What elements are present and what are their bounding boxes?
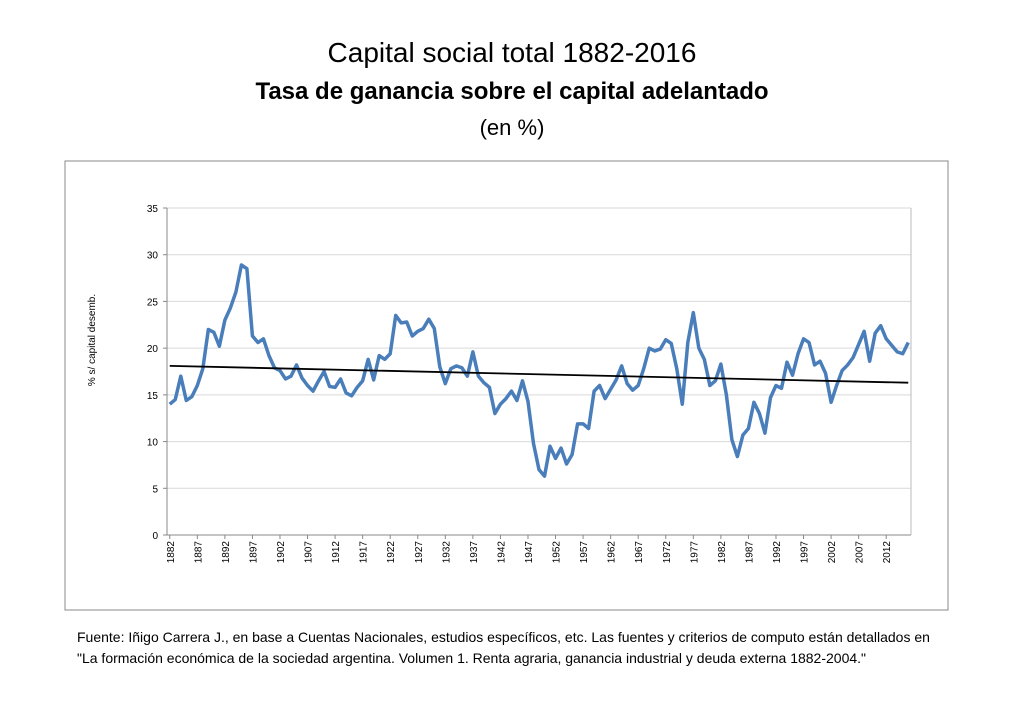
chart-frame xyxy=(64,160,949,611)
x-tick-label: 1947 xyxy=(524,541,535,564)
x-tick-label: 1952 xyxy=(552,541,563,564)
x-tick-label: 1997 xyxy=(800,541,811,564)
x-tick-label: 1892 xyxy=(221,541,232,564)
x-tick-label: 1882 xyxy=(166,541,177,564)
data-line xyxy=(168,263,910,478)
trend-line xyxy=(169,364,909,384)
y-tick-label: 25 xyxy=(147,297,159,308)
x-tick-label: 1932 xyxy=(441,541,452,564)
y-axis-label: % s/ capital desemb. xyxy=(87,294,98,386)
y-tick-label: 5 xyxy=(152,484,158,495)
x-tick-label: 1972 xyxy=(662,541,673,564)
x-tick-label: 1912 xyxy=(331,541,342,564)
y-tick-label: 20 xyxy=(147,344,159,355)
x-tick-label: 1922 xyxy=(386,541,397,564)
x-tick-label: 1927 xyxy=(414,541,425,564)
y-tick-label: 10 xyxy=(147,438,159,449)
x-tick-label: 1917 xyxy=(359,541,370,564)
x-tick-label: 1887 xyxy=(193,541,204,564)
x-tick-label: 2012 xyxy=(882,541,893,564)
x-tick-label: 2007 xyxy=(855,541,866,564)
source-line: Fuente: Iñigo Carrera J., en base a Cuen… xyxy=(77,629,930,645)
x-tick-label: 1957 xyxy=(579,541,590,564)
chart-title: Capital social total 1882-2016 xyxy=(328,37,697,68)
x-tick-label: 1977 xyxy=(689,541,700,564)
chart-subtitle: Tasa de ganancia sobre el capital adelan… xyxy=(255,78,768,105)
source-line: "La formación económica de la sociedad a… xyxy=(77,650,866,666)
y-tick-label: 30 xyxy=(147,251,159,262)
x-tick-label: 2002 xyxy=(827,541,838,564)
y-tick-label: 15 xyxy=(147,391,159,402)
x-tick-label: 1987 xyxy=(744,541,755,564)
x-tick-label: 1967 xyxy=(634,541,645,564)
x-tick-label: 1942 xyxy=(496,541,507,564)
unit-note: (en %) xyxy=(480,115,545,140)
x-tick-label: 1907 xyxy=(304,541,315,564)
x-tick-label: 1937 xyxy=(469,541,480,564)
x-tick-label: 1992 xyxy=(772,541,783,564)
y-tick-label: 0 xyxy=(152,531,158,542)
y-tick-label: 35 xyxy=(147,204,159,215)
x-tick-label: 1982 xyxy=(717,541,728,564)
x-tick-label: 1902 xyxy=(276,541,287,564)
x-tick-label: 1897 xyxy=(248,541,259,564)
x-tick-label: 1962 xyxy=(607,541,618,564)
